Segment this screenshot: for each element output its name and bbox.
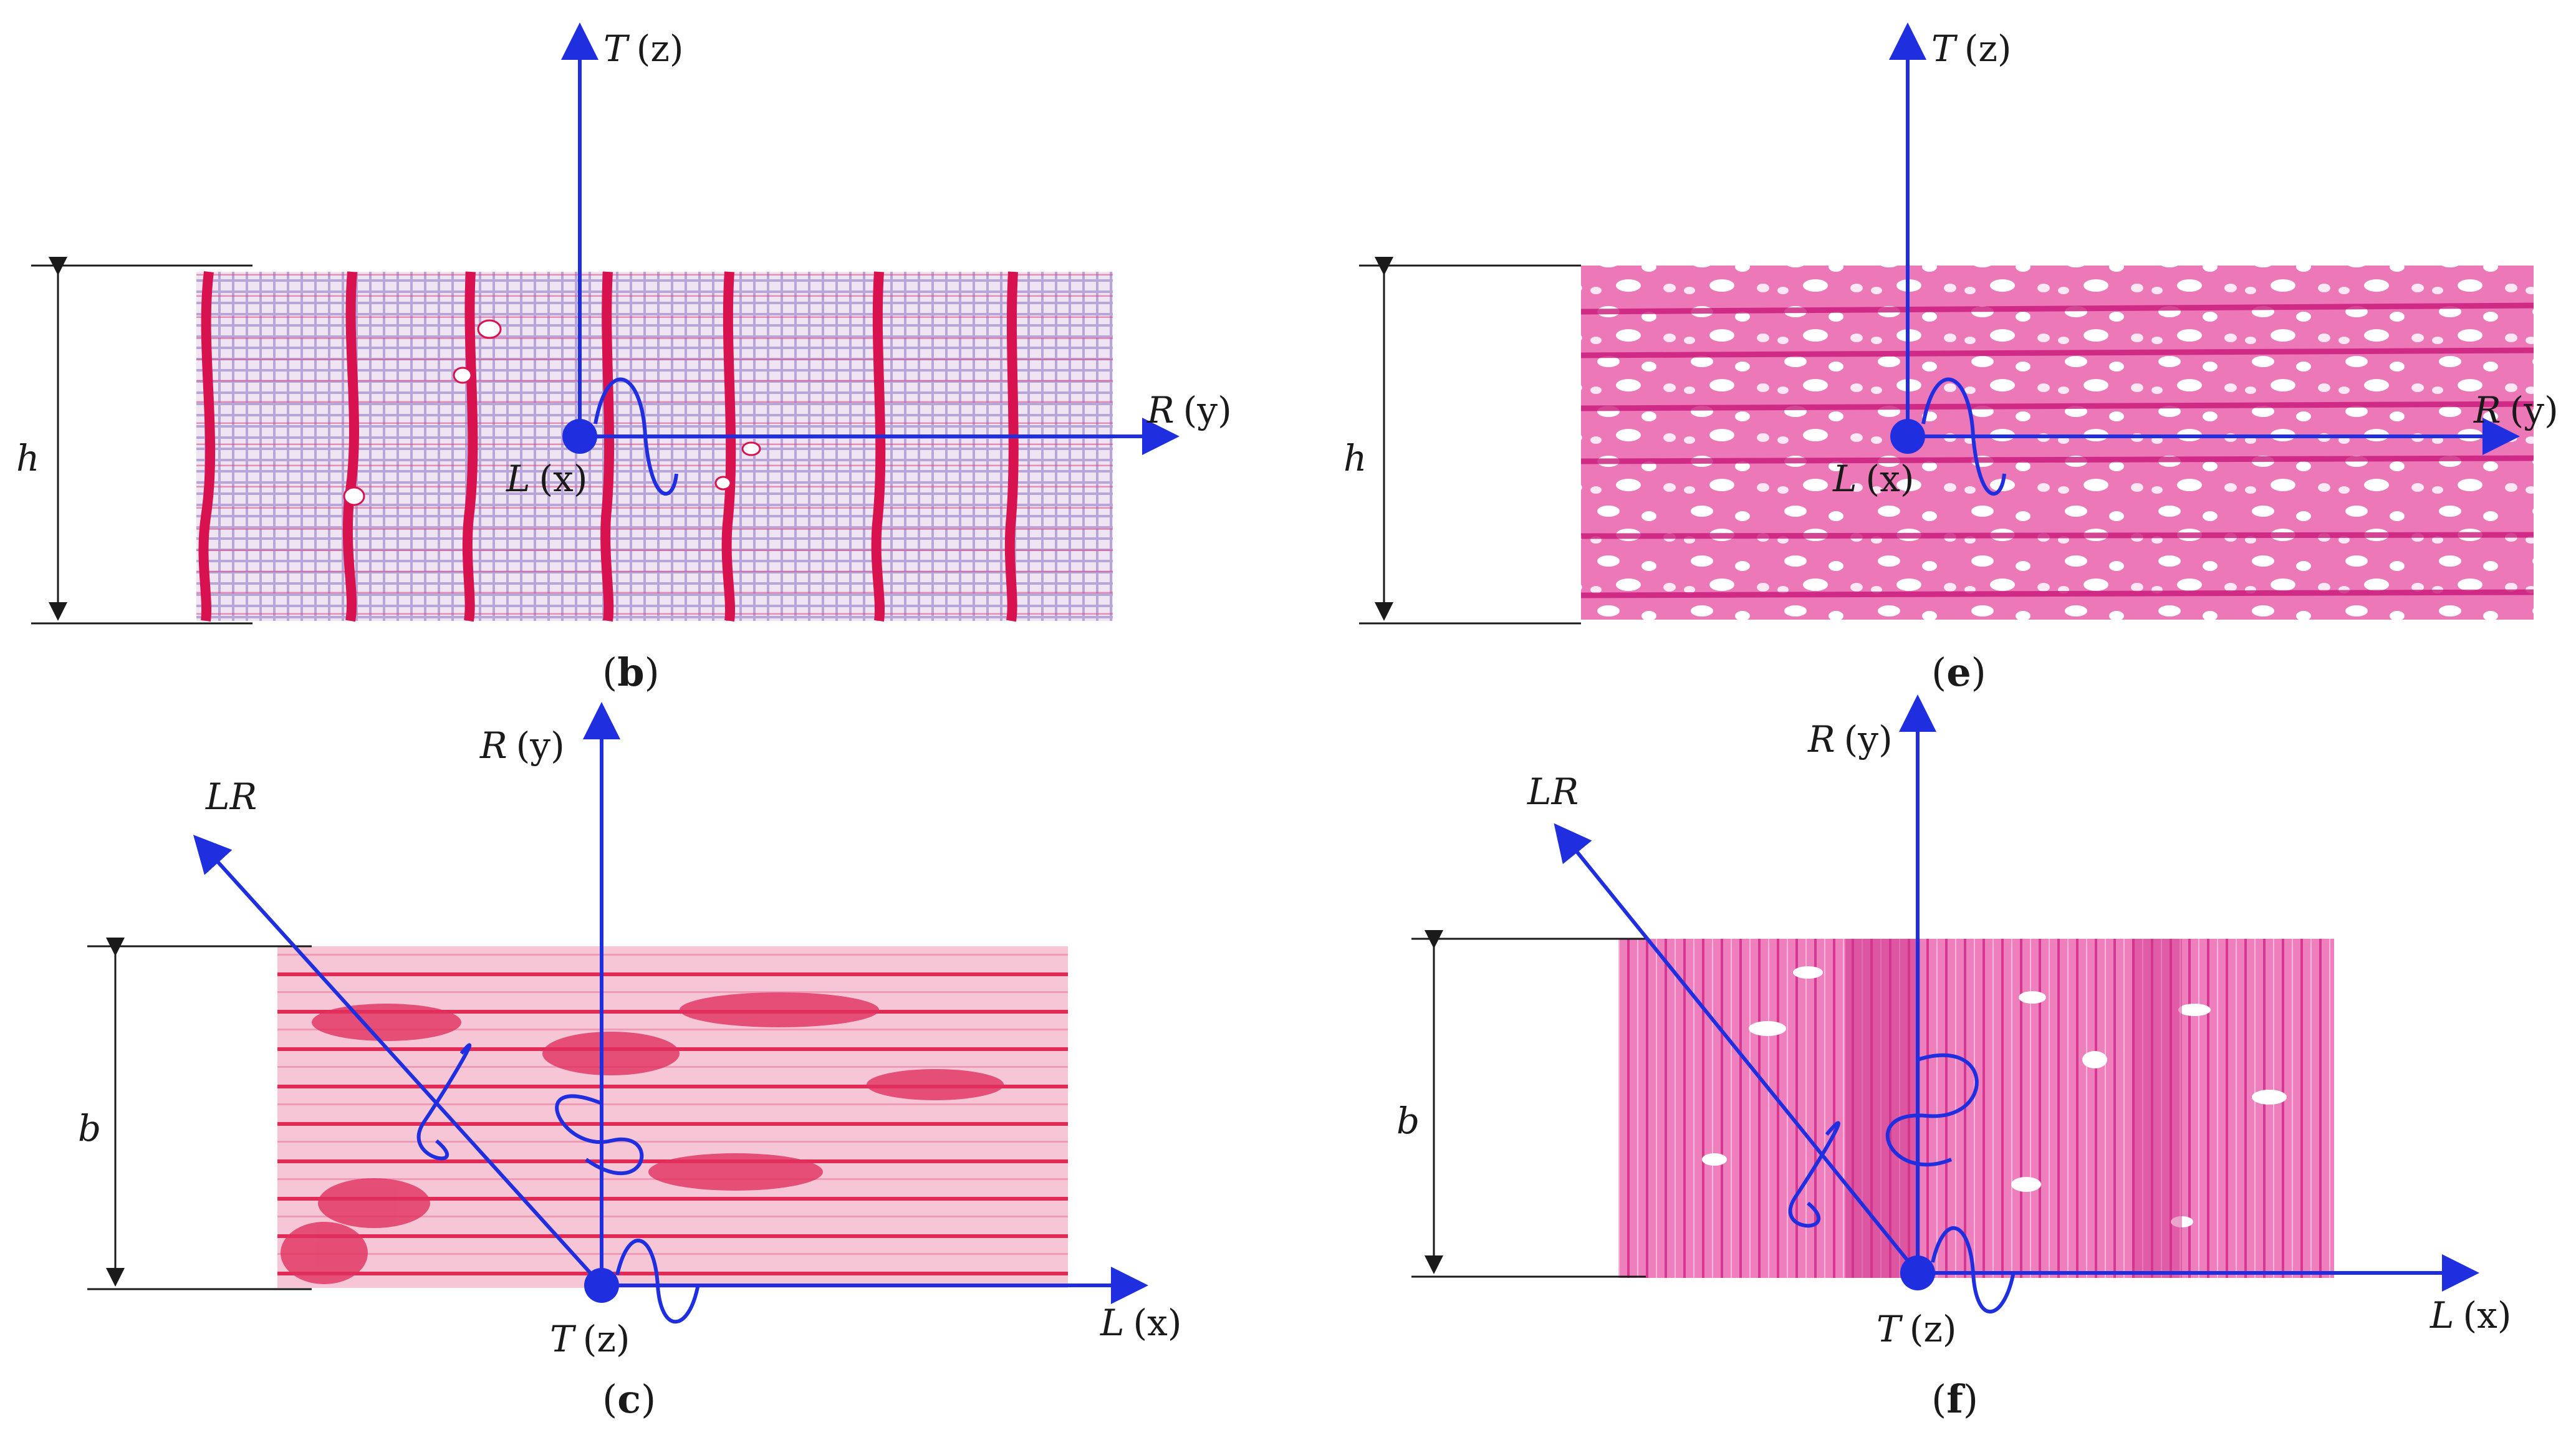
resin-canal xyxy=(714,476,732,491)
panel-caption-f: (f) xyxy=(1931,1376,1978,1422)
resin-canal xyxy=(343,486,365,506)
origin-dot xyxy=(1900,1255,1935,1290)
axis-label-origin: T (z) xyxy=(1877,1308,1957,1350)
axis-label-vertical: T (z) xyxy=(1931,27,2012,70)
ray-lines xyxy=(196,272,1113,621)
resin-canal xyxy=(741,441,761,456)
axis-label-horizontal: L (x) xyxy=(1100,1302,1181,1344)
rays xyxy=(1580,302,2534,598)
axes-c xyxy=(193,702,1148,1324)
axis-label-diagonal: LR xyxy=(205,775,257,818)
axis-label-origin: L (x) xyxy=(506,458,587,500)
axis-label-diagonal: LR xyxy=(1527,770,1579,813)
dimension-b xyxy=(87,938,312,1290)
axis-label-origin: L (x) xyxy=(1832,458,1914,500)
dimension-h xyxy=(31,257,252,625)
ray-band xyxy=(1845,939,1920,1278)
axes-e xyxy=(1889,22,2520,496)
dimension-h-e xyxy=(1359,257,1581,625)
dimension-b-label: b xyxy=(1396,1100,1420,1142)
axis-label-vertical: R (y) xyxy=(479,724,565,767)
origin-dot xyxy=(584,1268,619,1303)
axis-label-horizontal: R (y) xyxy=(1146,389,1232,431)
panel-c: b R (y) L (x) T (z) LR (c) xyxy=(78,702,1181,1422)
axis-label-vertical: R (y) xyxy=(1807,718,1893,761)
panel-b: h T (z) R (y) L (x) (b) xyxy=(16,22,1232,695)
origin-dot xyxy=(562,419,597,454)
ray-band xyxy=(2132,939,2182,1278)
resin-canal xyxy=(453,367,473,384)
dimension-b-label: b xyxy=(78,1107,101,1149)
tissue-blotches xyxy=(281,992,1004,1284)
dimension-b-f xyxy=(1411,930,1646,1278)
dimension-h-label: h xyxy=(16,437,39,479)
vessel-openings xyxy=(1702,966,2287,1227)
panel-caption-b: (b) xyxy=(602,650,660,695)
origin-dot xyxy=(1890,419,1925,454)
micrograph-hardwood-transverse xyxy=(1581,266,2534,620)
axis-label-origin: T (z) xyxy=(550,1318,630,1360)
panel-e: h T (z) R (y) L (x) (e) xyxy=(1343,22,2559,695)
axis-label-vertical: T (z) xyxy=(603,27,684,70)
micrograph-radial xyxy=(277,946,1068,1288)
axes-f xyxy=(1554,694,2479,1314)
panel-f: b R (y) L (x) T (z) LR (f) xyxy=(1396,694,2511,1422)
axis-label-horizontal: L (x) xyxy=(2429,1294,2511,1337)
resin-canal xyxy=(477,319,502,339)
axis-label-horizontal: R (y) xyxy=(2473,389,2559,431)
panel-caption-e: (e) xyxy=(1931,650,1986,695)
micrograph-tangential xyxy=(1618,939,2334,1278)
panel-caption-c: (c) xyxy=(602,1376,656,1422)
growth-rings xyxy=(198,271,1019,622)
axes-b xyxy=(561,22,1180,496)
dimension-h-label: h xyxy=(1343,437,1367,479)
